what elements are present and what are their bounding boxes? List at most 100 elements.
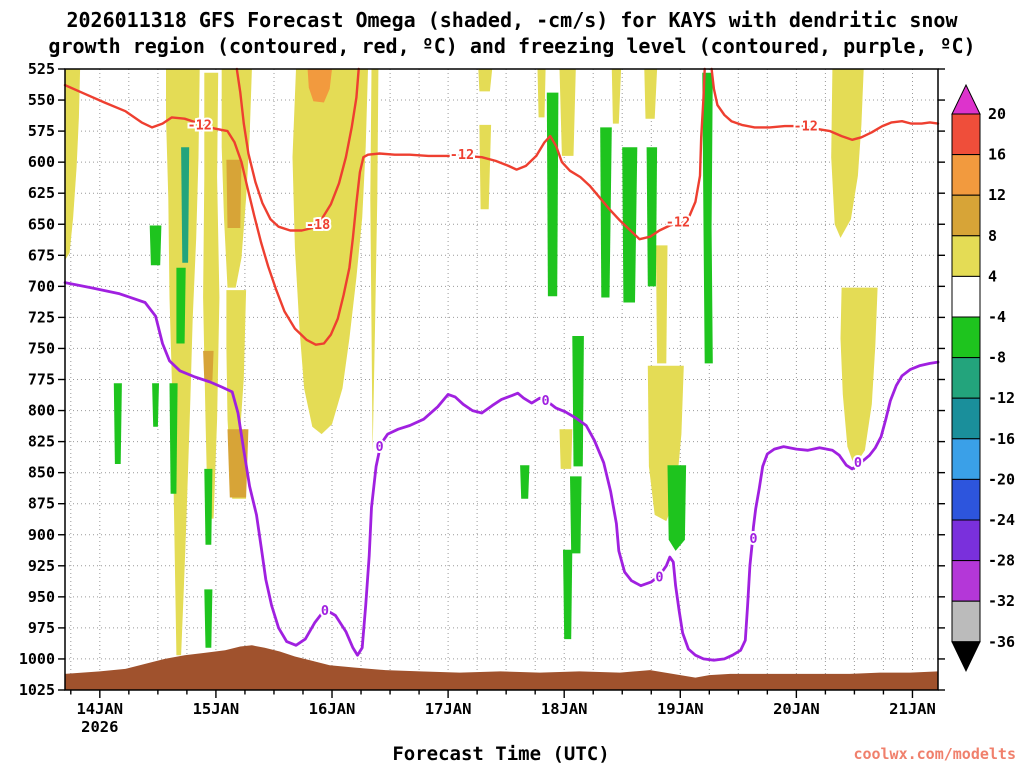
- chart-body: -12 -12 -12 -12 -18 0 0 0 0 0 0 525 550 575 600 625 650 6…: [19, 60, 1015, 736]
- omega-region--8to-4: [646, 147, 658, 287]
- y-tick-label: 975: [28, 619, 55, 637]
- omega-region--8to-4: [520, 465, 530, 499]
- colorbar-labels: 20 16 12 8 4 -4 -8 -12 -16 -20 -24 -28 -32 -36: [988, 105, 1015, 651]
- x-axis-title: Forecast Time (UTC): [392, 743, 609, 765]
- omega-region--12to-8: [181, 147, 190, 263]
- y-tick-label: 900: [28, 526, 55, 544]
- omega-region-12to16: [307, 69, 332, 103]
- colorbar-tick-label: -20: [988, 470, 1015, 488]
- colorbar-band: [951, 316, 981, 359]
- svg-text:-18: -18: [306, 217, 330, 233]
- colorbar-tick-label: 12: [988, 186, 1006, 204]
- colorbar-band: [951, 275, 981, 318]
- colorbar-tick-label: -12: [988, 389, 1015, 407]
- y-tick-label: 525: [28, 60, 55, 78]
- y-tick-label: 1025: [19, 681, 55, 699]
- omega-region--8to-4: [169, 383, 178, 494]
- omega-region-4to8: [644, 69, 658, 119]
- colorbar-tick-label: -32: [988, 592, 1015, 610]
- omega-region--8to-4: [176, 267, 186, 344]
- y-tick-label: 700: [28, 277, 55, 295]
- omega-region--8to-4: [204, 468, 213, 545]
- omega-region-4to8: [537, 69, 546, 118]
- svg-text:-12: -12: [188, 117, 212, 133]
- svg-text:-12: -12: [794, 119, 818, 135]
- y-tick-label: 875: [28, 495, 55, 513]
- y-tick-label: 675: [28, 246, 55, 264]
- svg-text:0: 0: [542, 393, 550, 409]
- omega-shading: [65, 69, 878, 656]
- svg-text:-12: -12: [450, 147, 474, 163]
- y-tick-label: 575: [28, 122, 55, 140]
- x-tick-label: 15JAN: [193, 700, 240, 718]
- omega-region-4to8: [370, 69, 379, 454]
- colorbar-band: [951, 154, 981, 196]
- svg-text:0: 0: [655, 570, 663, 586]
- colorbar-tick-label: 20: [988, 105, 1006, 123]
- contour-freezing-level: [63, 281, 940, 662]
- colorbar-band: [951, 397, 981, 440]
- colorbar-tick-label: -8: [988, 349, 1006, 367]
- omega-region--8to-4: [113, 383, 122, 464]
- x-tick-label: 19JAN: [657, 700, 704, 718]
- omega-region-4to8: [166, 69, 200, 656]
- y-tick-label: 925: [28, 557, 55, 575]
- colorbar-arrow-bottom: [951, 641, 981, 672]
- colorbar-tick-label: -36: [988, 633, 1015, 651]
- svg-text:0: 0: [376, 439, 384, 455]
- colorbar-band: [951, 478, 981, 521]
- y-tick-label: 625: [28, 184, 55, 202]
- omega-region-4to8: [479, 124, 492, 210]
- omega-region-4to8: [840, 287, 878, 467]
- colorbar-band: [951, 438, 981, 480]
- colorbar-band: [951, 519, 981, 562]
- omega-region-4to8: [831, 69, 864, 238]
- x-tick-label: 17JAN: [425, 700, 472, 718]
- chart-title-line1: 2026011318 GFS Forecast Omega (shaded, -…: [66, 8, 958, 32]
- y-axis: 525 550 575 600 625 650 675 700 725 750 775 800 825 8…: [19, 60, 945, 699]
- y-tick-label: 1000: [19, 650, 55, 668]
- y-tick-label: 600: [28, 153, 55, 171]
- omega-region--8to-4: [622, 147, 638, 303]
- omega-region--8to-4: [204, 589, 213, 648]
- contour-dendritic-growth-temp: [63, 67, 940, 346]
- omega-region-8to12: [203, 350, 214, 381]
- colorbar-tick-label: -28: [988, 552, 1015, 570]
- omega-region--8to-4: [667, 465, 687, 551]
- svg-text:0: 0: [321, 603, 329, 619]
- omega-region-4to8: [559, 429, 573, 469]
- y-tick-label: 750: [28, 339, 55, 357]
- contour-labels: -12 -12 -12 -12 -18 0 0 0 0 0 0: [186, 115, 864, 621]
- watermark-link[interactable]: coolwx.com/modelts: [853, 745, 1016, 763]
- chart-title-line2: growth region (contoured, red, ºC) and f…: [48, 34, 975, 58]
- colorbar-band: [951, 357, 981, 399]
- x-axis: 14JAN 15JAN 16JAN 17JAN 18JAN 19JAN 20JAN 21JAN…: [70, 690, 936, 736]
- svg-text:0: 0: [854, 455, 862, 471]
- svg-text:0: 0: [749, 531, 757, 547]
- colorbar-band: [951, 194, 981, 237]
- y-tick-label: 800: [28, 402, 55, 420]
- omega-region--8to-4: [152, 383, 159, 427]
- y-tick-label: 850: [28, 464, 55, 482]
- colorbar: 20 16 12 8 4 -4 -8 -12 -16 -20 -24 -28 -32 -36: [951, 83, 1015, 672]
- x-tick-label: 21JAN: [889, 700, 936, 718]
- colorbar-band: [951, 113, 981, 156]
- terrain-surface: [65, 645, 938, 690]
- colorbar-tick-label: 8: [988, 227, 997, 245]
- omega-region-4to8: [65, 69, 81, 261]
- grid: [65, 69, 938, 690]
- omega-region-8to12: [226, 159, 242, 228]
- colorbar-tick-label: -4: [988, 308, 1006, 326]
- omega-region--8to-4: [563, 549, 573, 640]
- omega-region--8to-4: [546, 92, 559, 297]
- colorbar-tick-label: -24: [988, 511, 1015, 529]
- colorbar-band: [951, 560, 981, 602]
- y-tick-label: 550: [28, 91, 55, 109]
- omega-region-4to8: [203, 72, 220, 519]
- y-tick-label: 950: [28, 588, 55, 606]
- colorbar-tick-label: 16: [988, 146, 1006, 164]
- x-tick-label: 18JAN: [541, 700, 588, 718]
- x-axis-year-label: 2026: [81, 718, 118, 736]
- svg-text:-12: -12: [666, 214, 690, 230]
